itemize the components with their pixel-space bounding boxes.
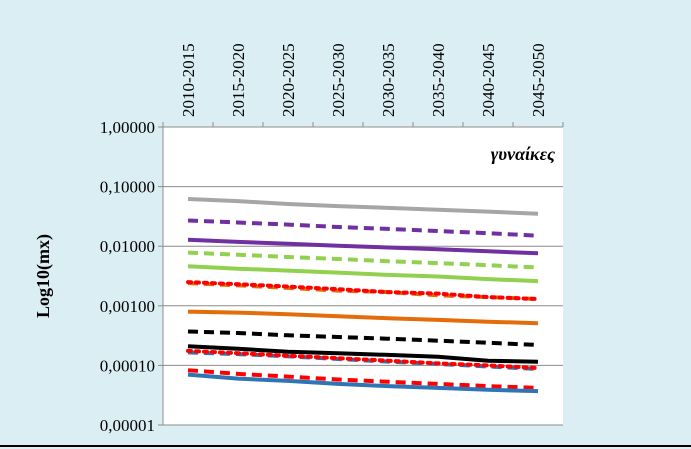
- x-tick-label: 2010-2015: [179, 43, 198, 117]
- x-axis: 2010-2015 2015-2020 2020-2025 2025-2030 2030…: [162, 43, 564, 128]
- y-tick-label: 0,01000: [100, 237, 155, 256]
- series-line-10: [187, 344, 539, 364]
- series-line-5: [187, 264, 539, 284]
- y-tick-label: 1,00000: [100, 118, 155, 137]
- y-tick-label: 0,00100: [100, 297, 155, 316]
- x-tick-label: 2045-2050: [529, 43, 548, 117]
- y-axis: 1,00000 0,10000 0,01000 0,00100 0,00010 0,000…: [100, 118, 164, 435]
- series-line-3: [187, 237, 539, 256]
- series-line-12: [186, 348, 540, 371]
- x-tick-label: 2020-2025: [279, 43, 298, 117]
- x-tick-label: 2015-2020: [229, 43, 248, 117]
- series-line-13: [187, 368, 539, 390]
- series-line-4: [187, 250, 539, 270]
- series-line-7: [186, 280, 540, 301]
- annotation-label: γυναίκες: [491, 144, 555, 164]
- y-axis-title: Log10(mx): [33, 234, 54, 318]
- x-tick-label: 2030-2035: [379, 43, 398, 117]
- y-tick-label: 0,10000: [100, 178, 155, 197]
- series-line-9: [187, 329, 539, 347]
- series-line-1: [187, 197, 539, 216]
- x-tick-label: 2035-2040: [429, 43, 448, 117]
- y-tick-label: 0,00010: [100, 356, 155, 375]
- series-line-2: [187, 218, 539, 238]
- series-line-14: [187, 372, 539, 394]
- series-group: [186, 197, 540, 394]
- x-tick-label: 2025-2030: [329, 43, 348, 117]
- plot-area: [163, 127, 563, 425]
- series-line-8: [187, 309, 539, 326]
- y-tick-label: 0,00001: [100, 416, 155, 435]
- x-tick-label: 2040-2045: [479, 43, 498, 117]
